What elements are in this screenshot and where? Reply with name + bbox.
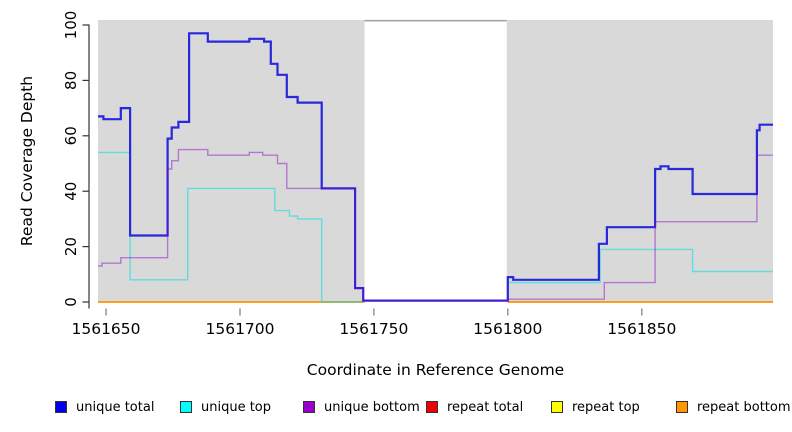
chart-legend: unique total unique top unique bottom re… (0, 399, 792, 419)
y-tick-label: 20 (62, 237, 80, 256)
legend-item: unique top (180, 399, 271, 415)
legend-swatch-square-icon (676, 401, 688, 413)
legend-item-label: repeat total (447, 399, 524, 415)
y-tick-label: 80 (62, 71, 80, 90)
legend-item: repeat bottom (676, 399, 791, 415)
legend-item-label: unique total (76, 399, 155, 415)
y-tick-label: 40 (62, 182, 80, 201)
legend-item: unique total (55, 399, 154, 415)
x-tick-label: 1561700 (205, 320, 274, 338)
legend-item-label: repeat bottom (697, 399, 791, 415)
x-axis-title: Coordinate in Reference Genome (307, 361, 564, 379)
legend-item: repeat total (426, 399, 523, 415)
legend-swatch-square-icon (55, 401, 67, 413)
x-tick-label: 1561650 (71, 320, 140, 338)
legend-item: unique bottom (303, 399, 420, 415)
legend-swatch-square-icon (180, 401, 192, 413)
plot-background (506, 20, 773, 302)
x-tick-label: 1561800 (473, 320, 542, 338)
y-tick-label: 100 (62, 11, 80, 40)
legend-swatch-square-icon (551, 401, 563, 413)
legend-item: repeat top (551, 399, 640, 415)
y-axis-title: Read Coverage Depth (18, 76, 36, 246)
legend-swatch-square-icon (303, 401, 315, 413)
y-tick-label: 60 (62, 126, 80, 145)
x-tick-label: 1561850 (607, 320, 676, 338)
legend-item-label: unique top (201, 399, 272, 415)
plot-background (98, 20, 365, 302)
legend-item-label: unique bottom (324, 399, 420, 415)
legend-item-label: repeat top (572, 399, 640, 415)
y-tick-label: 0 (62, 297, 80, 307)
series-unique-top (98, 151, 773, 303)
series-unique-total (98, 32, 773, 302)
series-unique-bottom (98, 148, 773, 302)
x-tick-label: 1561750 (339, 320, 408, 338)
legend-swatch-square-icon (426, 401, 438, 413)
